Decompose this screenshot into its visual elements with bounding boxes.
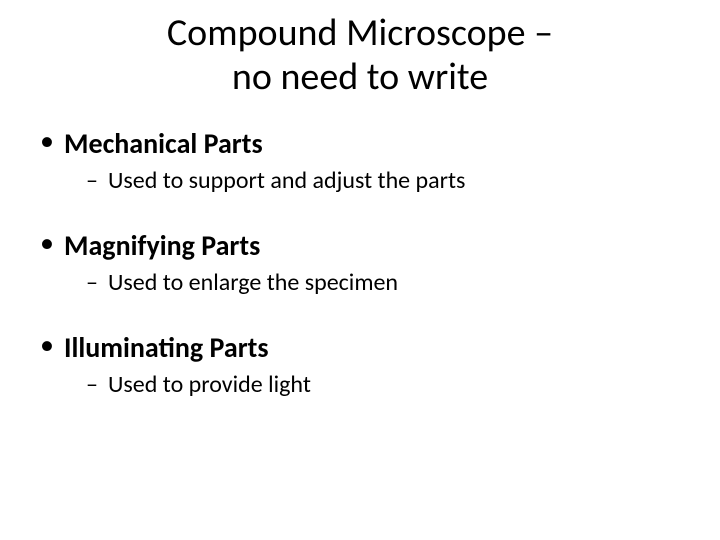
bullet-list: Mechanical Parts Used to support and adj… — [36, 127, 690, 401]
slide: Compound Microscope – no need to write M… — [0, 0, 720, 540]
list-item: Magnifying Parts Used to enlarge the spe… — [36, 229, 690, 299]
sub-list: Used to support and adjust the parts — [64, 165, 690, 197]
list-item: Mechanical Parts Used to support and adj… — [36, 127, 690, 197]
slide-content: Mechanical Parts Used to support and adj… — [30, 127, 690, 401]
bullet-label: Magnifying Parts — [64, 229, 690, 263]
sub-bullet-text: Used to provide light — [108, 370, 311, 399]
sub-list: Used to enlarge the specimen — [64, 267, 690, 299]
title-line-2: no need to write — [232, 54, 488, 100]
sub-list: Used to provide light — [64, 369, 690, 401]
bullet-label: Illuminating Parts — [64, 331, 690, 365]
sub-list-item: Used to enlarge the specimen — [86, 267, 690, 299]
slide-title: Compound Microscope – no need to write — [30, 12, 690, 99]
title-line-1: Compound Microscope – — [167, 10, 553, 56]
sub-bullet-text: Used to enlarge the specimen — [108, 268, 398, 297]
sub-list-item: Used to provide light — [86, 369, 690, 401]
bullet-label: Mechanical Parts — [64, 127, 690, 161]
sub-list-item: Used to support and adjust the parts — [86, 165, 690, 197]
list-item: Illuminating Parts Used to provide light — [36, 331, 690, 401]
sub-bullet-text: Used to support and adjust the parts — [108, 166, 465, 195]
